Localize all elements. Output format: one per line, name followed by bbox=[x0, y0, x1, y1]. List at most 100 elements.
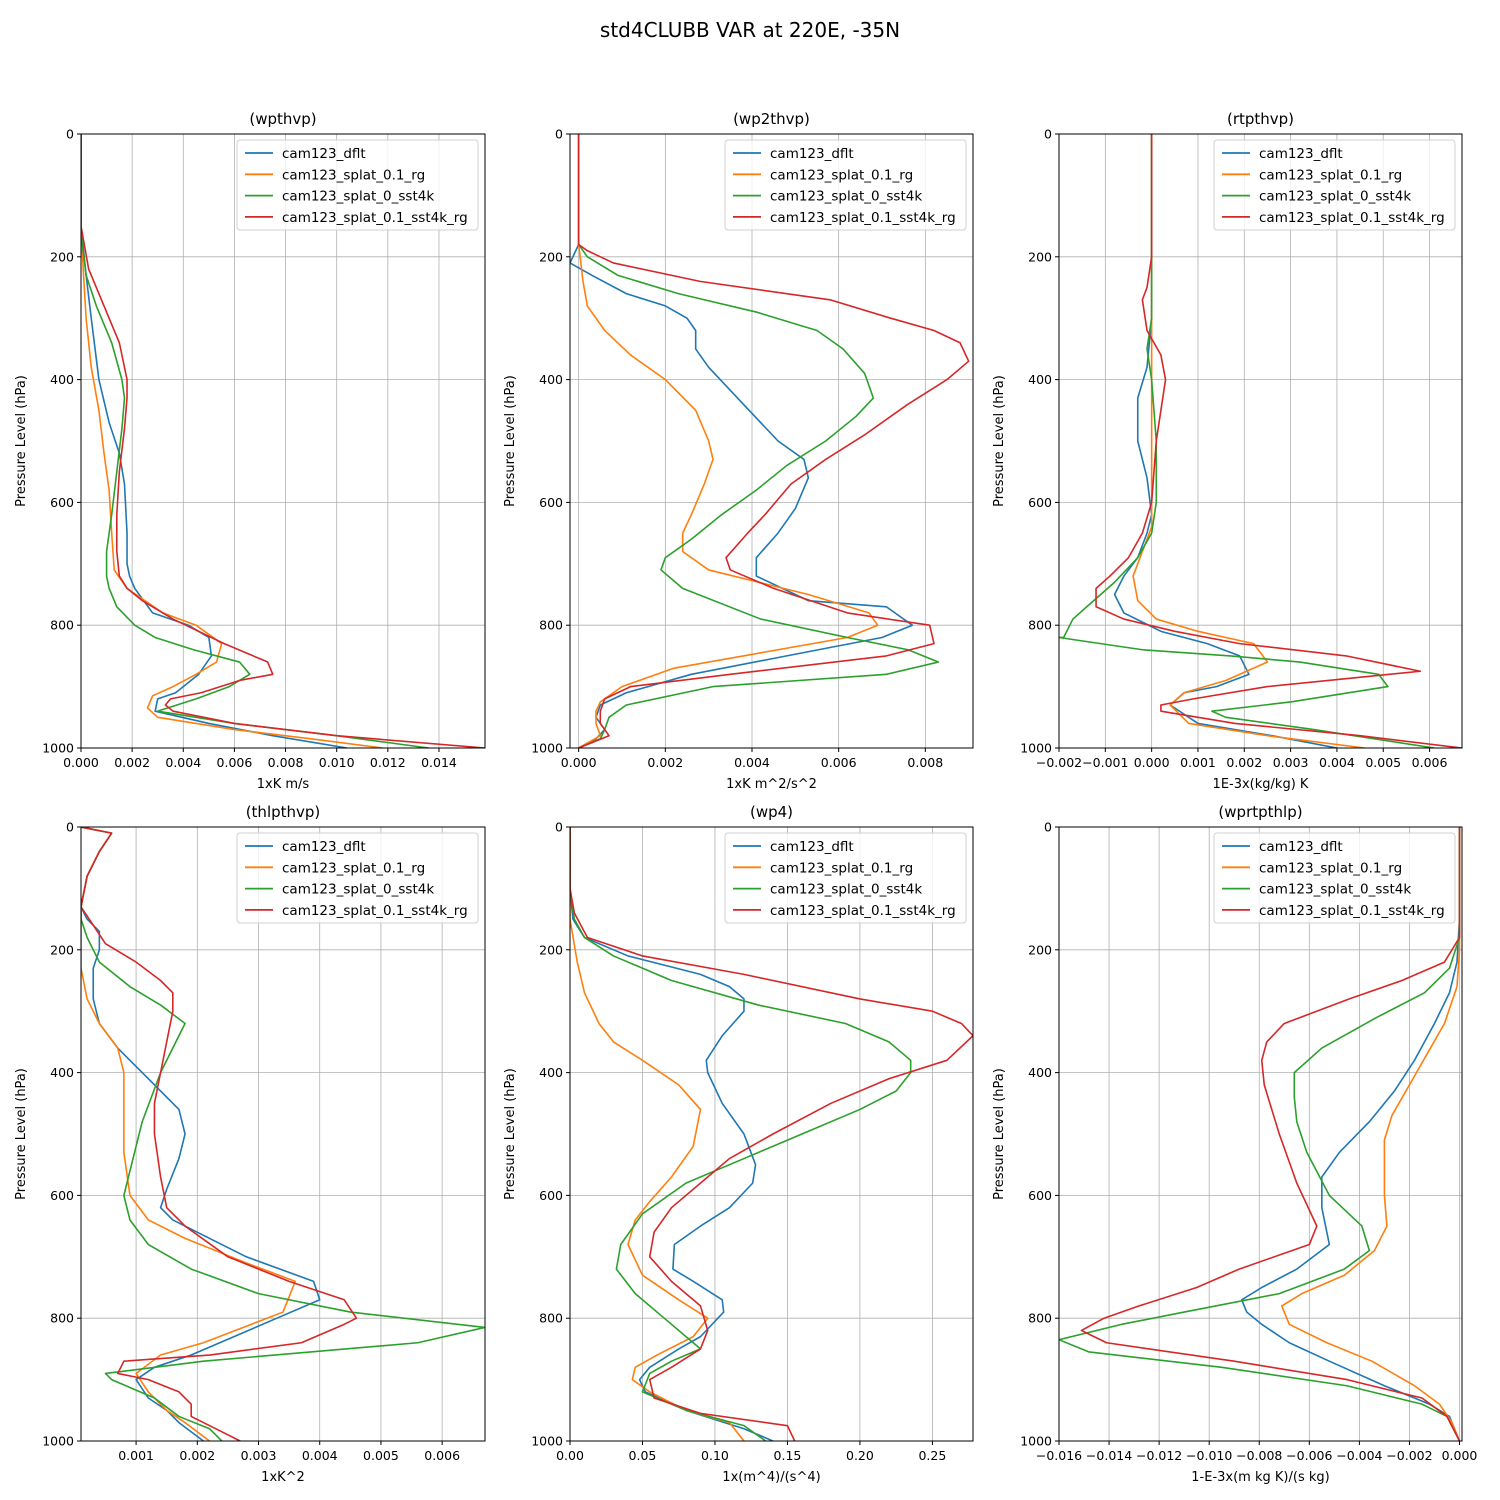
legend-label: cam123_splat_0_sst4k bbox=[282, 189, 434, 205]
x-tick-label: 0.25 bbox=[918, 1448, 946, 1463]
legend-label: cam123_dflt bbox=[770, 146, 854, 162]
legend-label: cam123_splat_0.1_rg bbox=[1259, 860, 1402, 876]
legend-label: cam123_dflt bbox=[1259, 146, 1343, 162]
legend-box bbox=[724, 139, 967, 231]
panels-container: 0.000 0.002 0.004 0.006 0.008 0.010 0.012 0.014… bbox=[14, 110, 1477, 1485]
axes-frame bbox=[80, 826, 486, 1442]
x-tick-label: 0.05 bbox=[629, 1448, 657, 1463]
x-axis-label: 1xK m^2/s^2 bbox=[726, 777, 817, 792]
x-axis-label: 1-E-3x(m kg K)/(s kg) bbox=[1191, 1470, 1329, 1485]
y-tick-label: 0 bbox=[1044, 820, 1052, 835]
chart-panel-1: 0.000 0.002 0.004 0.006 0.008 0.010 0.012 0.014… bbox=[14, 110, 486, 792]
series-line-cam123_dflt bbox=[81, 134, 348, 748]
x-tick-label: −0.004 bbox=[1336, 1448, 1382, 1463]
y-tick-label: 0 bbox=[555, 820, 563, 835]
chart-panel-6: −0.016 −0.014 −0.012 −0.010 −0.008 −0.006 −0.0… bbox=[992, 803, 1477, 1485]
y-tick-label: 800 bbox=[1028, 1311, 1052, 1326]
legend-label: cam123_dflt bbox=[282, 839, 366, 855]
legend: cam123_dflt cam123_splat_0.1_rg cam123_spl… bbox=[236, 832, 479, 924]
y-axis-label: Pressure Level (hPa) bbox=[992, 375, 1007, 507]
x-tick-label: −0.010 bbox=[1186, 1448, 1232, 1463]
legend: cam123_dflt cam123_splat_0.1_rg cam123_spl… bbox=[1213, 139, 1456, 231]
x-tick-label: −0.008 bbox=[1236, 1448, 1282, 1463]
legend: cam123_dflt cam123_splat_0.1_rg cam123_spl… bbox=[724, 832, 967, 924]
series-line-cam123_splat_0.1_rg bbox=[570, 827, 745, 1441]
series-line-cam123_splat_0.1_sst4k_rg bbox=[81, 827, 358, 1441]
x-axis-label: 1xK^2 bbox=[261, 1470, 305, 1485]
x-tick-label: 0.00 bbox=[556, 1448, 584, 1463]
y-tick-label: 1000 bbox=[42, 741, 74, 756]
legend-label: cam123_splat_0.1_rg bbox=[770, 860, 913, 876]
x-tick-label: 0.000 bbox=[1442, 1448, 1478, 1463]
y-tick-label: 800 bbox=[1028, 618, 1052, 633]
x-tick-label: 0.20 bbox=[846, 1448, 874, 1463]
x-tick-label: 0.000 bbox=[63, 755, 99, 770]
series-line-cam123_splat_0.1_rg bbox=[1280, 827, 1461, 1441]
panel-title: (wp4) bbox=[750, 803, 793, 821]
y-tick-label: 200 bbox=[539, 942, 563, 957]
x-tick-label: 0.000 bbox=[1134, 755, 1170, 770]
y-tick-label: 600 bbox=[1028, 1188, 1052, 1203]
legend-box bbox=[1213, 832, 1456, 924]
y-tick-label: 200 bbox=[1028, 249, 1052, 264]
legend-label: cam123_dflt bbox=[282, 146, 366, 162]
y-axis-label: Pressure Level (hPa) bbox=[14, 375, 29, 507]
x-tick-label: 0.15 bbox=[774, 1448, 802, 1463]
axes-frame bbox=[569, 133, 974, 749]
x-tick-label: 0.003 bbox=[1273, 755, 1309, 770]
panel-title: (wprtpthlp) bbox=[1218, 803, 1302, 821]
y-tick-label: 1000 bbox=[1020, 741, 1052, 756]
series-line-cam123_splat_0.1_sst4k_rg bbox=[577, 134, 970, 748]
axes-frame bbox=[1058, 133, 1463, 749]
x-tick-label: 0.001 bbox=[118, 1448, 154, 1463]
chart-panel-4: 0.001 0.002 0.003 0.004 0.005 0.006 0 200 400 600… bbox=[14, 803, 486, 1485]
axes-frame bbox=[569, 826, 974, 1442]
legend-box bbox=[236, 832, 479, 924]
panel-title: (wpthvp) bbox=[249, 110, 316, 128]
legend-label: cam123_splat_0.1_sst4k_rg bbox=[1259, 903, 1445, 919]
x-tick-label: 0.006 bbox=[1412, 755, 1448, 770]
x-tick-label: 0.002 bbox=[647, 755, 683, 770]
y-axis-label: Pressure Level (hPa) bbox=[503, 375, 518, 507]
y-axis-label: Pressure Level (hPa) bbox=[14, 1068, 29, 1200]
y-tick-label: 1000 bbox=[531, 741, 563, 756]
y-tick-label: 400 bbox=[1028, 372, 1052, 387]
y-tick-label: 800 bbox=[539, 1311, 563, 1326]
panel-title: (rtpthvp) bbox=[1227, 110, 1294, 128]
y-tick-label: 200 bbox=[50, 249, 74, 264]
legend-label: cam123_splat_0.1_sst4k_rg bbox=[282, 903, 468, 919]
axes-frame bbox=[1058, 826, 1463, 1442]
x-tick-label: 0.005 bbox=[1365, 755, 1401, 770]
y-tick-label: 600 bbox=[50, 495, 74, 510]
figure-title: std4CLUBB VAR at 220E, -35N bbox=[600, 18, 900, 42]
y-tick-label: 200 bbox=[50, 942, 74, 957]
x-tick-label: −0.001 bbox=[1082, 755, 1128, 770]
x-tick-label: −0.014 bbox=[1086, 1448, 1132, 1463]
series-line-cam123_splat_0_sst4k bbox=[81, 827, 485, 1441]
x-tick-label: 0.010 bbox=[319, 755, 355, 770]
series-line-cam123_splat_0_sst4k bbox=[577, 134, 940, 748]
x-tick-label: 0.001 bbox=[1180, 755, 1216, 770]
series-line-cam123_splat_0_sst4k bbox=[570, 827, 912, 1441]
x-tick-label: −0.002 bbox=[1036, 755, 1082, 770]
x-tick-label: 0.000 bbox=[561, 755, 597, 770]
x-tick-label: 0.002 bbox=[179, 1448, 215, 1463]
series-line-cam123_splat_0_sst4k bbox=[81, 134, 429, 748]
legend: cam123_dflt cam123_splat_0.1_rg cam123_spl… bbox=[236, 139, 479, 231]
x-tick-label: 0.006 bbox=[821, 755, 857, 770]
y-tick-label: 600 bbox=[50, 1188, 74, 1203]
y-tick-label: 400 bbox=[539, 372, 563, 387]
y-tick-label: 800 bbox=[50, 618, 74, 633]
legend-label: cam123_splat_0_sst4k bbox=[1259, 882, 1411, 898]
series-line-cam123_dflt bbox=[81, 827, 321, 1441]
legend-label: cam123_splat_0.1_sst4k_rg bbox=[1259, 210, 1445, 226]
legend-box bbox=[236, 139, 479, 231]
series-line-cam123_splat_0.1_rg bbox=[81, 827, 297, 1441]
x-tick-label: 0.006 bbox=[217, 755, 253, 770]
x-tick-label: 0.006 bbox=[424, 1448, 460, 1463]
x-tick-label: −0.002 bbox=[1386, 1448, 1432, 1463]
chart-panel-2: 0.000 0.002 0.004 0.006 0.008 0 200 400 600 800 10… bbox=[503, 110, 974, 792]
x-tick-label: 0.002 bbox=[114, 755, 150, 770]
